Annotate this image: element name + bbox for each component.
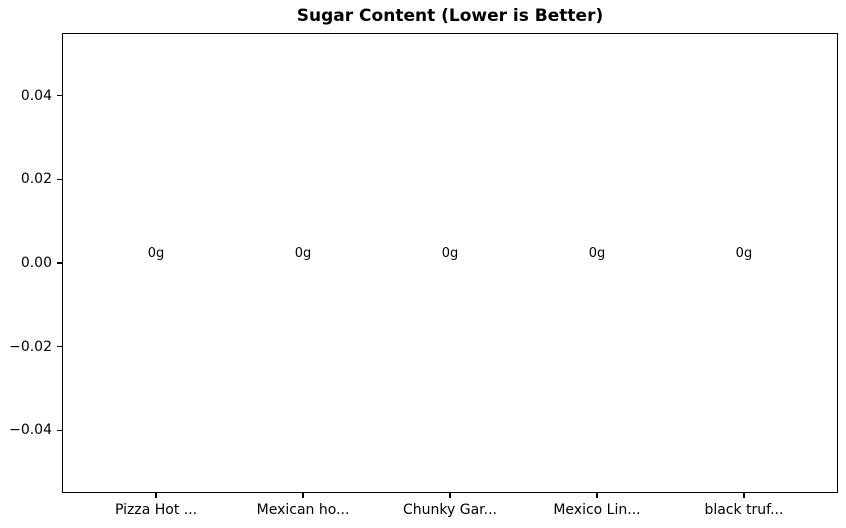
x-tick-label: Mexico Lin...	[553, 502, 641, 518]
x-tick-label: Mexican ho...	[256, 502, 350, 518]
y-tick-mark	[57, 95, 62, 97]
x-tick-mark	[155, 493, 157, 498]
x-tick-mark	[449, 493, 451, 498]
bar-value-label: 0g	[735, 246, 753, 261]
y-tick-mark	[57, 178, 62, 181]
x-tick-label: Chunky Gar...	[403, 502, 497, 518]
chart-title: Sugar Content (Lower is Better)	[296, 6, 604, 26]
y-tick-label: 0.02	[20, 171, 52, 188]
x-tick-mark	[743, 493, 745, 498]
y-tick-label: −0.02	[9, 338, 52, 355]
y-tick-mark	[57, 262, 62, 264]
y-tick-label: 0.00	[20, 255, 52, 271]
x-tick-label: Pizza Hot ...	[114, 502, 198, 518]
x-tick-mark	[302, 493, 304, 498]
x-tick-mark	[596, 493, 598, 498]
plot-area	[62, 33, 838, 493]
bar-value-label: 0g	[294, 246, 312, 261]
y-tick-label: −0.04	[9, 422, 52, 439]
bar-value-label: 0g	[441, 246, 459, 261]
x-tick-label: black truf...	[704, 502, 784, 518]
y-tick-label: 0.04	[20, 87, 52, 104]
y-tick-mark	[57, 345, 62, 348]
y-tick-mark	[57, 429, 62, 431]
bar-value-label: 0g	[588, 246, 606, 261]
bar-value-label: 0g	[147, 246, 165, 261]
